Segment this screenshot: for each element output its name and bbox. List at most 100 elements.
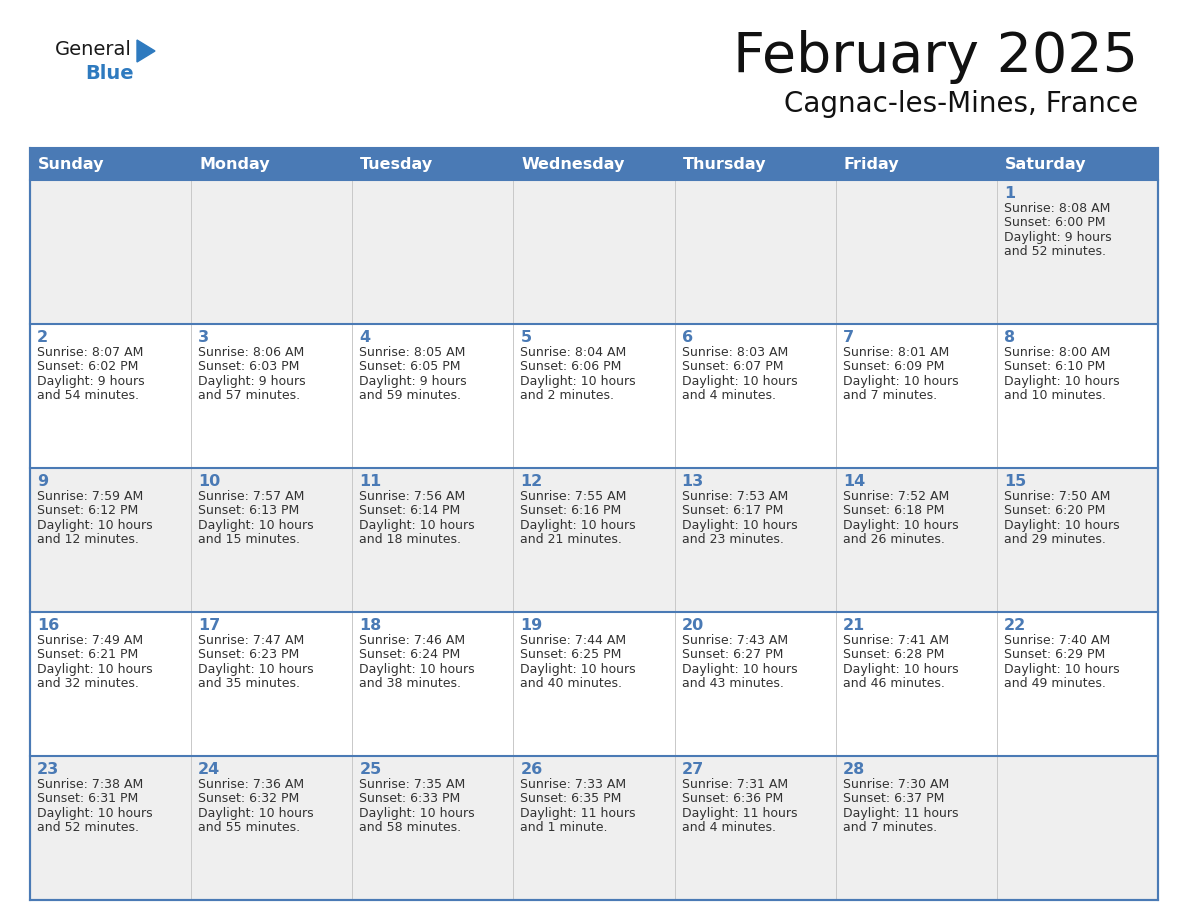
Text: 27: 27 [682, 762, 703, 777]
Text: Friday: Friday [843, 156, 899, 172]
Text: Daylight: 10 hours: Daylight: 10 hours [520, 375, 636, 387]
Text: Daylight: 10 hours: Daylight: 10 hours [682, 375, 797, 387]
Text: Daylight: 10 hours: Daylight: 10 hours [198, 807, 314, 820]
Text: Sunrise: 8:04 AM: Sunrise: 8:04 AM [520, 345, 627, 359]
Text: Daylight: 10 hours: Daylight: 10 hours [842, 375, 959, 387]
Text: and 7 minutes.: and 7 minutes. [842, 821, 937, 834]
Text: and 4 minutes.: and 4 minutes. [682, 821, 776, 834]
Text: and 40 minutes.: and 40 minutes. [520, 677, 623, 690]
Text: Blue: Blue [86, 64, 133, 83]
Bar [30, 148, 1158, 900]
Text: Daylight: 10 hours: Daylight: 10 hours [37, 807, 152, 820]
Text: Sunset: 6:37 PM: Sunset: 6:37 PM [842, 792, 944, 805]
Text: Daylight: 10 hours: Daylight: 10 hours [359, 663, 475, 676]
Text: and 23 minutes.: and 23 minutes. [682, 533, 783, 546]
Bar [30, 468, 1158, 612]
Text: Daylight: 9 hours: Daylight: 9 hours [37, 375, 145, 387]
Text: Sunset: 6:24 PM: Sunset: 6:24 PM [359, 648, 461, 661]
Text: Sunset: 6:28 PM: Sunset: 6:28 PM [842, 648, 944, 661]
Text: Sunset: 6:32 PM: Sunset: 6:32 PM [198, 792, 299, 805]
Text: Sunrise: 7:30 AM: Sunrise: 7:30 AM [842, 778, 949, 790]
Text: Sunset: 6:05 PM: Sunset: 6:05 PM [359, 360, 461, 373]
Text: Sunrise: 7:43 AM: Sunrise: 7:43 AM [682, 633, 788, 646]
Text: Sunset: 6:13 PM: Sunset: 6:13 PM [198, 504, 299, 517]
Text: Daylight: 10 hours: Daylight: 10 hours [37, 663, 152, 676]
Text: Sunday: Sunday [38, 156, 105, 172]
Text: Sunrise: 7:55 AM: Sunrise: 7:55 AM [520, 489, 627, 502]
Text: Daylight: 10 hours: Daylight: 10 hours [842, 519, 959, 532]
Text: and 29 minutes.: and 29 minutes. [1004, 533, 1106, 546]
Text: Sunrise: 8:06 AM: Sunrise: 8:06 AM [198, 345, 304, 359]
Text: Daylight: 10 hours: Daylight: 10 hours [682, 663, 797, 676]
Text: 12: 12 [520, 474, 543, 489]
Text: Sunrise: 7:33 AM: Sunrise: 7:33 AM [520, 778, 626, 790]
Text: Sunset: 6:33 PM: Sunset: 6:33 PM [359, 792, 461, 805]
Text: Daylight: 10 hours: Daylight: 10 hours [520, 663, 636, 676]
Text: Sunset: 6:21 PM: Sunset: 6:21 PM [37, 648, 138, 661]
Text: Sunset: 6:16 PM: Sunset: 6:16 PM [520, 504, 621, 517]
Text: 28: 28 [842, 762, 865, 777]
Text: Cagnac-les-Mines, France: Cagnac-les-Mines, France [784, 90, 1138, 118]
Text: Sunset: 6:17 PM: Sunset: 6:17 PM [682, 504, 783, 517]
Text: and 10 minutes.: and 10 minutes. [1004, 389, 1106, 402]
Text: Sunset: 6:02 PM: Sunset: 6:02 PM [37, 360, 138, 373]
Text: 26: 26 [520, 762, 543, 777]
Text: and 26 minutes.: and 26 minutes. [842, 533, 944, 546]
Text: Sunrise: 7:50 AM: Sunrise: 7:50 AM [1004, 489, 1111, 502]
Text: Sunset: 6:35 PM: Sunset: 6:35 PM [520, 792, 621, 805]
Text: 23: 23 [37, 762, 59, 777]
Text: Sunrise: 7:38 AM: Sunrise: 7:38 AM [37, 778, 144, 790]
Text: Tuesday: Tuesday [360, 156, 434, 172]
Text: and 7 minutes.: and 7 minutes. [842, 389, 937, 402]
Text: Sunset: 6:09 PM: Sunset: 6:09 PM [842, 360, 944, 373]
Text: Daylight: 11 hours: Daylight: 11 hours [520, 807, 636, 820]
Text: Daylight: 9 hours: Daylight: 9 hours [198, 375, 305, 387]
Text: Sunset: 6:25 PM: Sunset: 6:25 PM [520, 648, 621, 661]
Text: and 43 minutes.: and 43 minutes. [682, 677, 783, 690]
Text: and 57 minutes.: and 57 minutes. [198, 389, 301, 402]
Text: and 35 minutes.: and 35 minutes. [198, 677, 301, 690]
Text: Sunrise: 8:00 AM: Sunrise: 8:00 AM [1004, 345, 1111, 359]
Text: and 21 minutes.: and 21 minutes. [520, 533, 623, 546]
Text: 1: 1 [1004, 186, 1015, 201]
Text: 16: 16 [37, 618, 59, 633]
Text: Sunrise: 8:05 AM: Sunrise: 8:05 AM [359, 345, 466, 359]
Text: Sunset: 6:12 PM: Sunset: 6:12 PM [37, 504, 138, 517]
Text: and 46 minutes.: and 46 minutes. [842, 677, 944, 690]
Text: Daylight: 9 hours: Daylight: 9 hours [359, 375, 467, 387]
Text: 4: 4 [359, 330, 371, 345]
Text: Sunset: 6:31 PM: Sunset: 6:31 PM [37, 792, 138, 805]
Text: Daylight: 11 hours: Daylight: 11 hours [682, 807, 797, 820]
Text: 11: 11 [359, 474, 381, 489]
Bar [30, 148, 1158, 180]
Text: 7: 7 [842, 330, 854, 345]
Text: and 49 minutes.: and 49 minutes. [1004, 677, 1106, 690]
Text: Sunrise: 8:07 AM: Sunrise: 8:07 AM [37, 345, 144, 359]
Text: 18: 18 [359, 618, 381, 633]
Text: and 2 minutes.: and 2 minutes. [520, 389, 614, 402]
Text: Sunrise: 7:56 AM: Sunrise: 7:56 AM [359, 489, 466, 502]
Text: Sunrise: 7:31 AM: Sunrise: 7:31 AM [682, 778, 788, 790]
Text: and 12 minutes.: and 12 minutes. [37, 533, 139, 546]
Text: Daylight: 10 hours: Daylight: 10 hours [842, 663, 959, 676]
Text: Sunrise: 7:44 AM: Sunrise: 7:44 AM [520, 633, 626, 646]
Text: Wednesday: Wednesday [522, 156, 625, 172]
Text: Daylight: 11 hours: Daylight: 11 hours [842, 807, 959, 820]
Polygon shape [137, 40, 154, 62]
Text: 17: 17 [198, 618, 221, 633]
Text: Daylight: 10 hours: Daylight: 10 hours [682, 519, 797, 532]
Text: Sunrise: 7:40 AM: Sunrise: 7:40 AM [1004, 633, 1110, 646]
Text: Sunset: 6:10 PM: Sunset: 6:10 PM [1004, 360, 1105, 373]
Text: Daylight: 9 hours: Daylight: 9 hours [1004, 230, 1112, 243]
Text: Sunset: 6:18 PM: Sunset: 6:18 PM [842, 504, 944, 517]
Text: 19: 19 [520, 618, 543, 633]
Text: and 59 minutes.: and 59 minutes. [359, 389, 461, 402]
Text: Sunset: 6:29 PM: Sunset: 6:29 PM [1004, 648, 1105, 661]
Bar [30, 756, 1158, 900]
Text: Daylight: 10 hours: Daylight: 10 hours [1004, 663, 1119, 676]
Text: Sunrise: 8:03 AM: Sunrise: 8:03 AM [682, 345, 788, 359]
Text: Sunrise: 7:49 AM: Sunrise: 7:49 AM [37, 633, 143, 646]
Text: 22: 22 [1004, 618, 1026, 633]
Text: Daylight: 10 hours: Daylight: 10 hours [198, 663, 314, 676]
Text: Sunrise: 7:52 AM: Sunrise: 7:52 AM [842, 489, 949, 502]
